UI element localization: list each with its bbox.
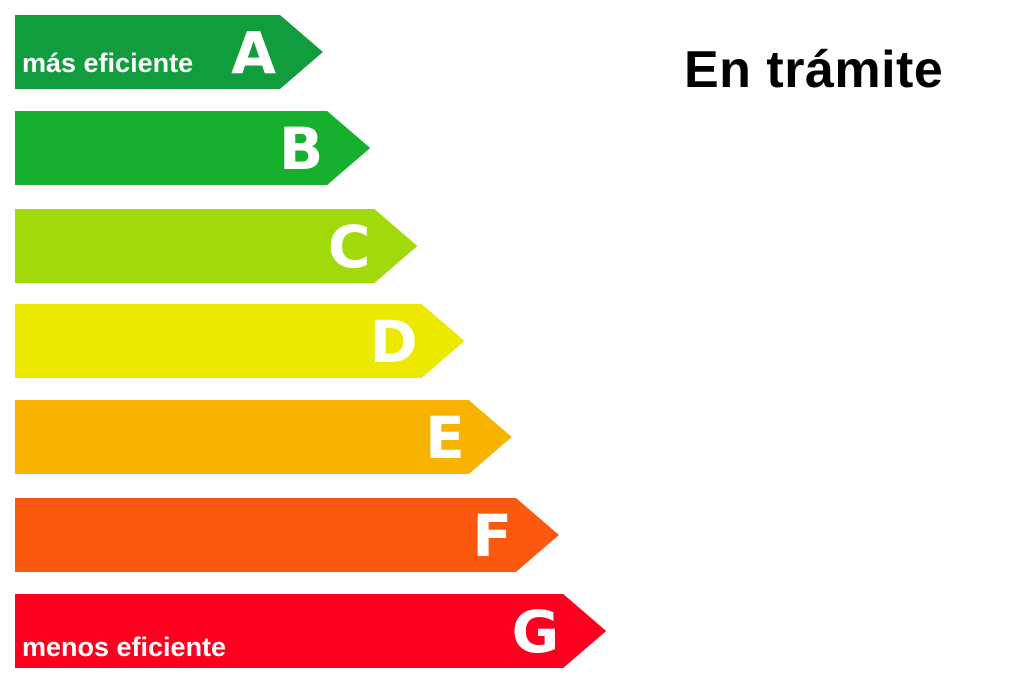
- rating-bar-c: C: [15, 209, 418, 283]
- rating-bar-e: E: [15, 400, 512, 474]
- rating-arrow: [15, 209, 418, 283]
- rating-bar-b: B: [15, 111, 371, 185]
- rating-caption: más eficiente: [22, 48, 193, 78]
- rating-letter: B: [279, 115, 323, 183]
- rating-arrow: [15, 111, 371, 185]
- rating-letter: E: [425, 404, 465, 472]
- rating-arrow: [15, 15, 323, 89]
- rating-arrow: [15, 304, 465, 378]
- rating-arrow: [15, 594, 607, 668]
- rating-status: En trámite: [684, 41, 944, 99]
- rating-letter: D: [369, 308, 417, 376]
- rating-letter: F: [472, 502, 512, 570]
- rating-arrow: [15, 498, 559, 572]
- rating-letter: C: [328, 213, 371, 281]
- rating-letter: G: [512, 598, 560, 666]
- rating-letter: A: [231, 19, 276, 87]
- rating-bar-d: D: [15, 304, 465, 378]
- rating-bar-f: F: [15, 498, 559, 572]
- rating-arrow: [15, 400, 512, 474]
- rating-caption: menos eficiente: [22, 632, 226, 662]
